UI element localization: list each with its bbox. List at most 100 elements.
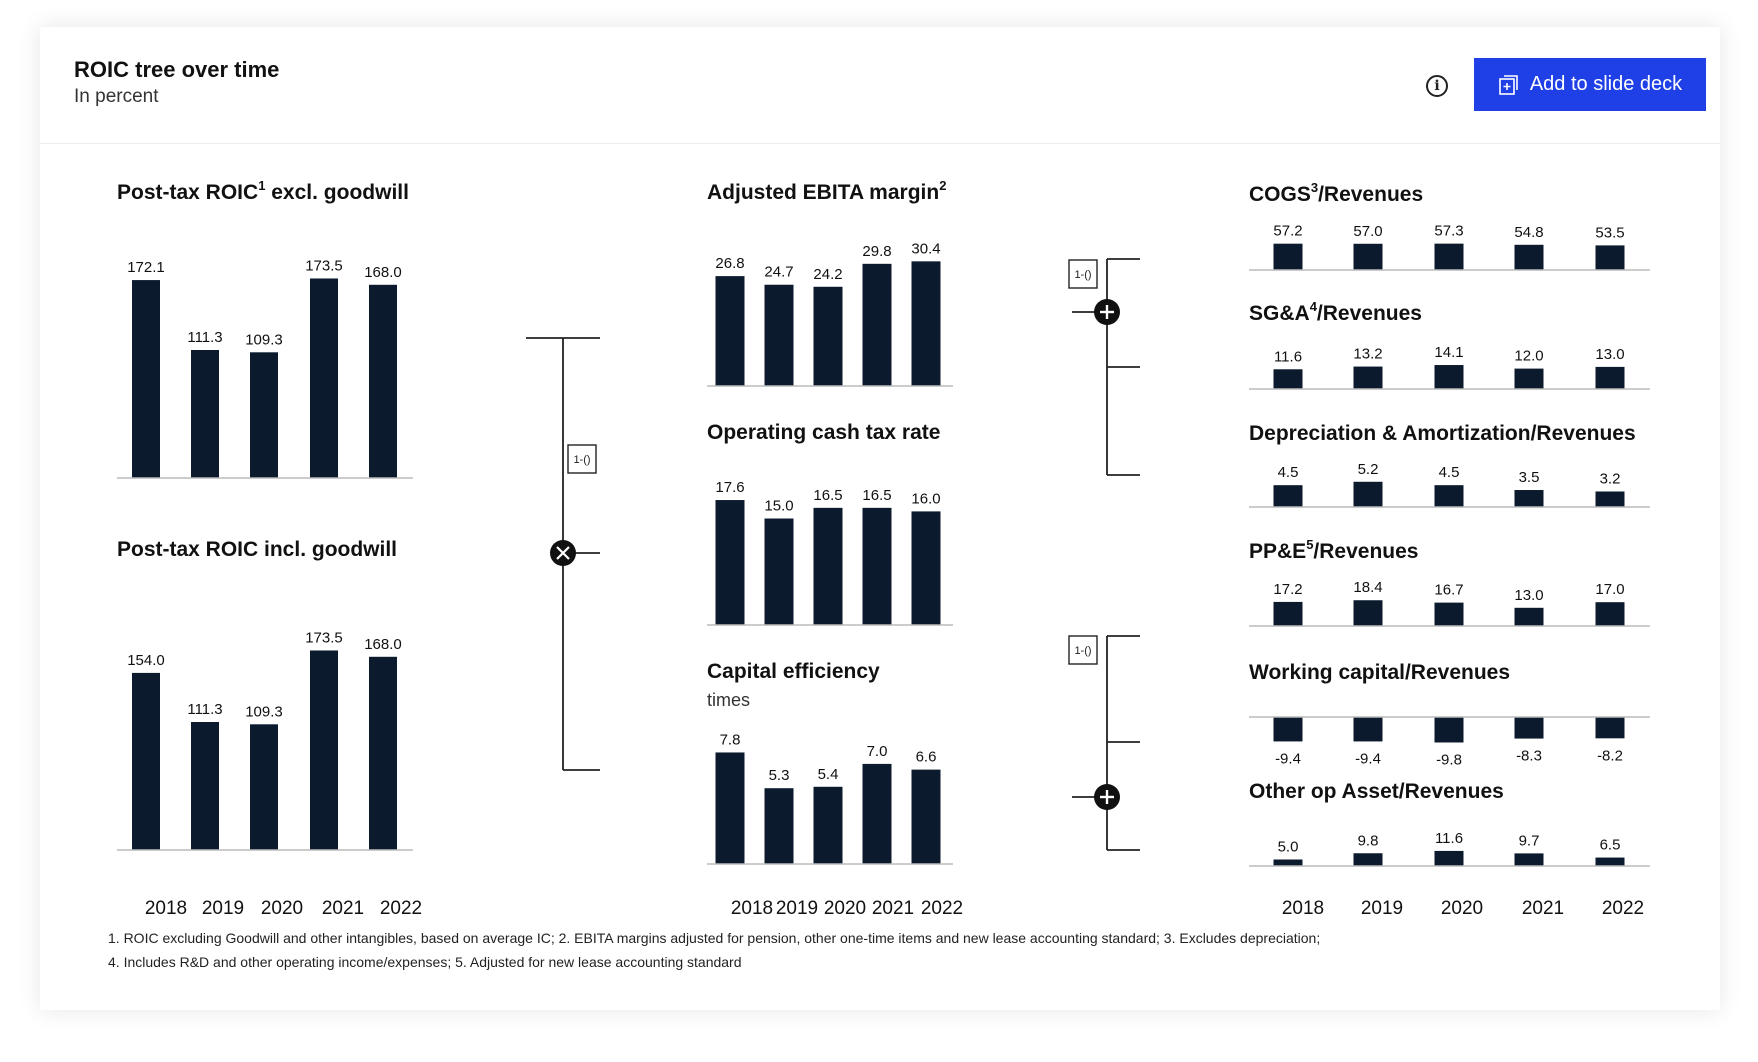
year-label-2-2018: 2018	[1282, 898, 1324, 919]
bar-sga-2020	[1434, 365, 1464, 389]
add-to-slide-deck-button[interactable]: Add to slide deck	[1474, 58, 1706, 111]
year-label-0-2018: 2018	[145, 898, 187, 919]
bar-ppe-2022	[1595, 602, 1625, 626]
panel-title-roic_incl: Post-tax ROIC incl. goodwill	[117, 538, 397, 561]
data-label-tax-2022: 16.0	[911, 490, 940, 507]
panel-title-ppe: PP&E5/Revenues	[1249, 537, 1418, 563]
year-label-1-2020: 2020	[824, 898, 866, 919]
bar-wc-2022	[1595, 717, 1625, 739]
data-label-otherop-2019: 9.8	[1358, 832, 1379, 849]
bar-tax-2018	[715, 500, 745, 625]
add-button-label: Add to slide deck	[1529, 73, 1683, 95]
data-label-ppe-2020: 16.7	[1434, 582, 1463, 599]
bar-sga-2022	[1595, 366, 1625, 389]
bar-capeff-2018	[715, 752, 745, 864]
data-label-roic_excl-2019: 111.3	[187, 329, 222, 346]
data-label-roic_incl-2022: 168.0	[364, 636, 402, 653]
year-label-0-2021: 2021	[322, 898, 364, 919]
bar-ebita-2022	[911, 261, 941, 386]
bar-tax-2021	[862, 507, 892, 625]
bar-da-2020	[1434, 485, 1464, 507]
data-label-ebita-2022: 30.4	[911, 240, 940, 257]
data-label-capeff-2022: 6.6	[916, 749, 937, 766]
data-label-ebita-2021: 29.8	[862, 243, 891, 260]
data-label-ppe-2019: 18.4	[1353, 579, 1382, 596]
data-label-roic_incl-2018: 154.0	[127, 652, 165, 669]
bar-capeff-2022	[911, 769, 941, 864]
data-label-otherop-2022: 6.5	[1600, 837, 1621, 854]
data-label-cogs-2022: 53.5	[1595, 224, 1624, 241]
data-label-da-2019: 5.2	[1358, 461, 1379, 478]
bar-da-2018	[1273, 485, 1303, 507]
bar-ppe-2021	[1514, 607, 1544, 626]
data-label-ebita-2019: 24.7	[764, 264, 793, 281]
data-label-capeff-2020: 5.4	[818, 766, 839, 783]
year-label-1-2018: 2018	[731, 898, 773, 919]
panel-title-otherop: Other op Asset/Revenues	[1249, 780, 1504, 803]
data-label-otherop-2021: 9.7	[1519, 832, 1540, 849]
data-label-wc-2020: -9.8	[1436, 751, 1462, 768]
data-label-wc-2021: -8.3	[1516, 748, 1542, 765]
plus-icon-top	[1094, 299, 1120, 325]
data-label-otherop-2018: 5.0	[1278, 839, 1299, 856]
data-label-da-2021: 3.5	[1519, 469, 1540, 486]
data-label-ppe-2022: 17.0	[1595, 581, 1624, 598]
year-label-2-2020: 2020	[1441, 898, 1483, 919]
year-label-2-2019: 2019	[1361, 898, 1403, 919]
data-label-sga-2018: 11.6	[1274, 348, 1302, 365]
data-label-sga-2019: 13.2	[1353, 346, 1382, 363]
bar-otherop-2022	[1595, 857, 1625, 866]
bar-da-2019	[1353, 481, 1383, 507]
info-icon[interactable]: i	[1426, 75, 1448, 97]
data-label-tax-2019: 15.0	[764, 498, 793, 515]
bar-ppe-2020	[1434, 602, 1464, 626]
bar-ebita-2018	[715, 276, 745, 386]
bar-roic_incl-2019	[191, 722, 219, 850]
data-label-roic_incl-2021: 173.5	[305, 629, 343, 646]
bar-tax-2020	[813, 507, 843, 625]
bar-wc-2019	[1353, 717, 1383, 742]
footnote-line-1: 1. ROIC excluding Goodwill and other int…	[108, 930, 1321, 946]
bar-cogs-2021	[1514, 244, 1544, 270]
data-label-tax-2021: 16.5	[862, 487, 891, 504]
bar-roic_excl-2022	[369, 284, 397, 478]
slide-deck-add-icon	[1499, 74, 1518, 95]
data-label-roic_incl-2020: 109.3	[245, 703, 283, 720]
panel-title-cogs: COGS3/Revenues	[1249, 180, 1423, 206]
data-label-da-2018: 4.5	[1278, 464, 1299, 481]
bar-otherop-2020	[1434, 850, 1464, 866]
data-label-cogs-2021: 54.8	[1514, 224, 1543, 241]
bar-wc-2020	[1434, 717, 1464, 743]
panel-title-wc: Working capital/Revenues	[1249, 661, 1510, 684]
panel-title-sga: SG&A4/Revenues	[1249, 299, 1422, 325]
bar-sga-2019	[1353, 366, 1383, 389]
year-label-1-2021: 2021	[872, 898, 914, 919]
data-label-wc-2019: -9.4	[1355, 750, 1381, 767]
bar-ebita-2019	[764, 284, 794, 386]
bar-roic_excl-2020	[250, 352, 278, 478]
bar-otherop-2021	[1514, 853, 1544, 866]
footnote-line-2: 4. Includes R&D and other operating inco…	[108, 954, 742, 970]
bar-cogs-2020	[1434, 243, 1464, 270]
bar-cogs-2019	[1353, 243, 1383, 270]
data-label-sga-2021: 12.0	[1514, 348, 1543, 365]
panel-title-da: Depreciation & Amortization/Revenues	[1249, 422, 1636, 445]
bar-roic_excl-2018	[132, 280, 160, 478]
one-minus-box-right-bottom	[1068, 635, 1098, 665]
bar-ppe-2018	[1273, 601, 1303, 626]
data-label-tax-2018: 17.6	[715, 479, 744, 496]
data-label-ebita-2020: 24.2	[813, 266, 842, 283]
bar-wc-2021	[1514, 717, 1544, 739]
year-label-1-2022: 2022	[921, 898, 963, 919]
panel-title-roic_excl: Post-tax ROIC1 excl. goodwill	[117, 178, 409, 204]
multiply-icon	[550, 540, 576, 566]
data-label-sga-2022: 13.0	[1595, 346, 1624, 363]
bar-roic_incl-2022	[369, 656, 397, 850]
data-label-ebita-2018: 26.8	[715, 255, 744, 272]
data-label-otherop-2020: 11.6	[1435, 830, 1463, 847]
bar-capeff-2019	[764, 788, 794, 864]
bar-otherop-2019	[1353, 853, 1383, 866]
panel-title-ebita: Adjusted EBITA margin2	[707, 178, 946, 204]
one-minus-box-right-top	[1068, 259, 1098, 289]
